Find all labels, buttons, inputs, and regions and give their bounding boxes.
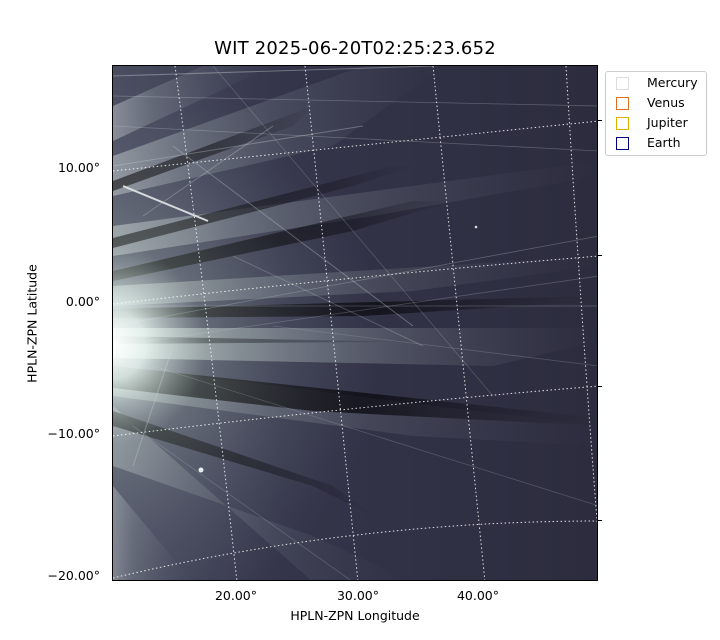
legend-item-venus: Venus: [616, 94, 706, 112]
legend-label: Jupiter: [647, 115, 688, 130]
right-tick: [598, 120, 602, 121]
image-axes: [112, 65, 598, 581]
right-tick: [598, 520, 602, 521]
legend-label: Venus: [647, 95, 685, 110]
right-tick: [598, 386, 602, 387]
y-tick-label: 0.00°: [65, 294, 100, 309]
x-tick-label: 20.00°: [214, 588, 258, 603]
y-axis-label: HPLN-ZPN Latitude: [24, 264, 40, 383]
legend-swatch: [616, 77, 629, 90]
y-tick-label: −10.00°: [47, 426, 100, 441]
grid-lat-neg10: [113, 385, 597, 437]
legend-swatch: [616, 137, 629, 150]
grid-lon-20: [174, 66, 238, 580]
grid-lat-0: [113, 255, 597, 305]
x-axis-label: HPLN-ZPN Longitude: [290, 608, 420, 623]
x-tick-label: 30.00°: [336, 588, 380, 603]
legend-item-mercury: Mercury: [616, 74, 706, 92]
legend-swatch: [616, 117, 629, 130]
x-tick-label: 40.00°: [456, 588, 500, 603]
star-bright: [198, 467, 204, 473]
legend-item-earth: Earth: [616, 134, 706, 152]
grid-lat-10: [113, 120, 597, 172]
heliospheric-image: [113, 66, 597, 580]
legend-item-jupiter: Jupiter: [616, 114, 706, 132]
y-tick-label: 10.00°: [57, 160, 100, 175]
star-faint: [474, 225, 478, 229]
inner-corona-glow: [113, 66, 597, 580]
grid-lat-neg20: [113, 520, 597, 579]
coordinate-grid: [113, 66, 597, 580]
legend-label: Mercury: [647, 75, 698, 90]
legend-label: Earth: [647, 135, 681, 150]
y-tick-label: −20.00°: [47, 568, 100, 583]
plot-title: WIT 2025-06-20T02:25:23.652: [214, 38, 496, 59]
right-tick: [598, 255, 602, 256]
legend: Mercury Venus Jupiter Earth: [605, 71, 707, 156]
legend-swatch: [616, 97, 629, 110]
